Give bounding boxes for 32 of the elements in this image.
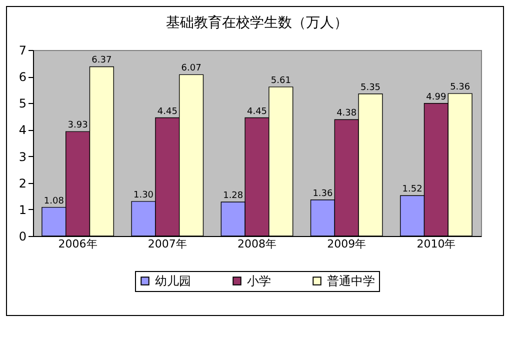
y-tick-label: 4	[18, 123, 26, 138]
y-tick-label: 6	[18, 70, 26, 84]
data-label: 4.38	[336, 108, 357, 119]
data-label: 1.08	[44, 196, 64, 206]
data-label: 6.37	[92, 56, 112, 66]
y-tick-label: 2	[18, 176, 26, 190]
data-label: 5.35	[360, 82, 381, 93]
data-label: 3.93	[68, 120, 88, 131]
data-label: 1.36	[312, 188, 333, 199]
data-label: 4.45	[246, 106, 268, 117]
data-label: 6.07	[181, 64, 202, 74]
data-label: 4.99	[426, 92, 446, 102]
data-label: 5.61	[270, 76, 291, 86]
x-tick-label: 2006年	[58, 238, 98, 250]
legend-label: 普通中学	[327, 274, 375, 288]
data-label: 1.52	[402, 184, 422, 195]
x-tick-label: 2009年	[327, 238, 366, 250]
y-tick-label: 7	[18, 44, 26, 58]
data-label: 1.30	[133, 190, 154, 200]
y-tick-label: 5	[18, 96, 26, 111]
data-label: 1.28	[223, 190, 244, 201]
y-tick-label: 0	[18, 230, 26, 244]
chart-title: 基础教育在校学生数（万人）	[166, 14, 348, 31]
y-tick-label: 3	[18, 150, 26, 164]
y-tick-label: 1	[18, 202, 26, 217]
x-tick-label: 2007年	[148, 238, 187, 250]
legend-label: 小学	[247, 274, 271, 288]
legend-label: 幼儿园	[155, 274, 191, 288]
x-tick-label: 2008年	[238, 238, 276, 250]
data-label: 4.45	[157, 106, 178, 117]
x-tick-label: 2010年	[416, 238, 456, 250]
data-label: 5.36	[450, 82, 470, 93]
